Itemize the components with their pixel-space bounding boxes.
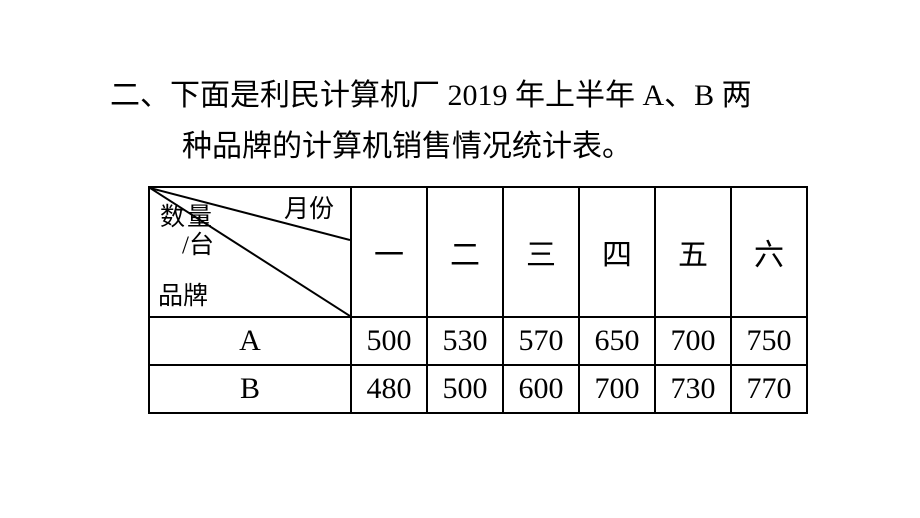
header-brand-label: 品牌: [158, 283, 208, 311]
table-header-row: 月份 数量 /台 品牌 一 二 三 四 五 六: [149, 187, 807, 317]
brand-cell: A: [149, 317, 351, 365]
value-cell: 700: [579, 365, 655, 413]
month-header: 六: [731, 187, 807, 317]
page: 二、下面是利民计算机厂 2019 年上半年 A、B 两 种品牌的计算机销售情况统…: [0, 0, 920, 414]
problem-number: 二、: [110, 79, 170, 112]
problem-statement: 二、下面是利民计算机厂 2019 年上半年 A、B 两 种品牌的计算机销售情况统…: [110, 70, 810, 172]
value-cell: 480: [351, 365, 427, 413]
value-cell: 500: [351, 317, 427, 365]
problem-line1-text: 下面是利民计算机厂 2019 年上半年 A、B 两: [170, 79, 752, 112]
value-cell: 750: [731, 317, 807, 365]
value-cell: 770: [731, 365, 807, 413]
header-month-label: 月份: [284, 196, 334, 224]
value-cell: 500: [427, 365, 503, 413]
value-cell: 530: [427, 317, 503, 365]
value-cell: 650: [579, 317, 655, 365]
month-header: 一: [351, 187, 427, 317]
month-header: 四: [579, 187, 655, 317]
header-quantity-label-1: 数量: [160, 204, 214, 232]
problem-line-2: 种品牌的计算机销售情况统计表。: [110, 121, 810, 172]
month-header: 三: [503, 187, 579, 317]
month-header: 二: [427, 187, 503, 317]
value-cell: 700: [655, 317, 731, 365]
table-row: A 500 530 570 650 700 750: [149, 317, 807, 365]
problem-line-1: 二、下面是利民计算机厂 2019 年上半年 A、B 两: [110, 70, 810, 121]
table-row: B 480 500 600 700 730 770: [149, 365, 807, 413]
diagonal-header-cell: 月份 数量 /台 品牌: [149, 187, 351, 317]
value-cell: 730: [655, 365, 731, 413]
sales-table-container: 月份 数量 /台 品牌 一 二 三 四 五 六 A 500 530 570 65…: [148, 186, 810, 414]
brand-cell: B: [149, 365, 351, 413]
value-cell: 600: [503, 365, 579, 413]
month-header: 五: [655, 187, 731, 317]
sales-table: 月份 数量 /台 品牌 一 二 三 四 五 六 A 500 530 570 65…: [148, 186, 808, 414]
value-cell: 570: [503, 317, 579, 365]
header-quantity-label-2: /台: [182, 232, 214, 260]
